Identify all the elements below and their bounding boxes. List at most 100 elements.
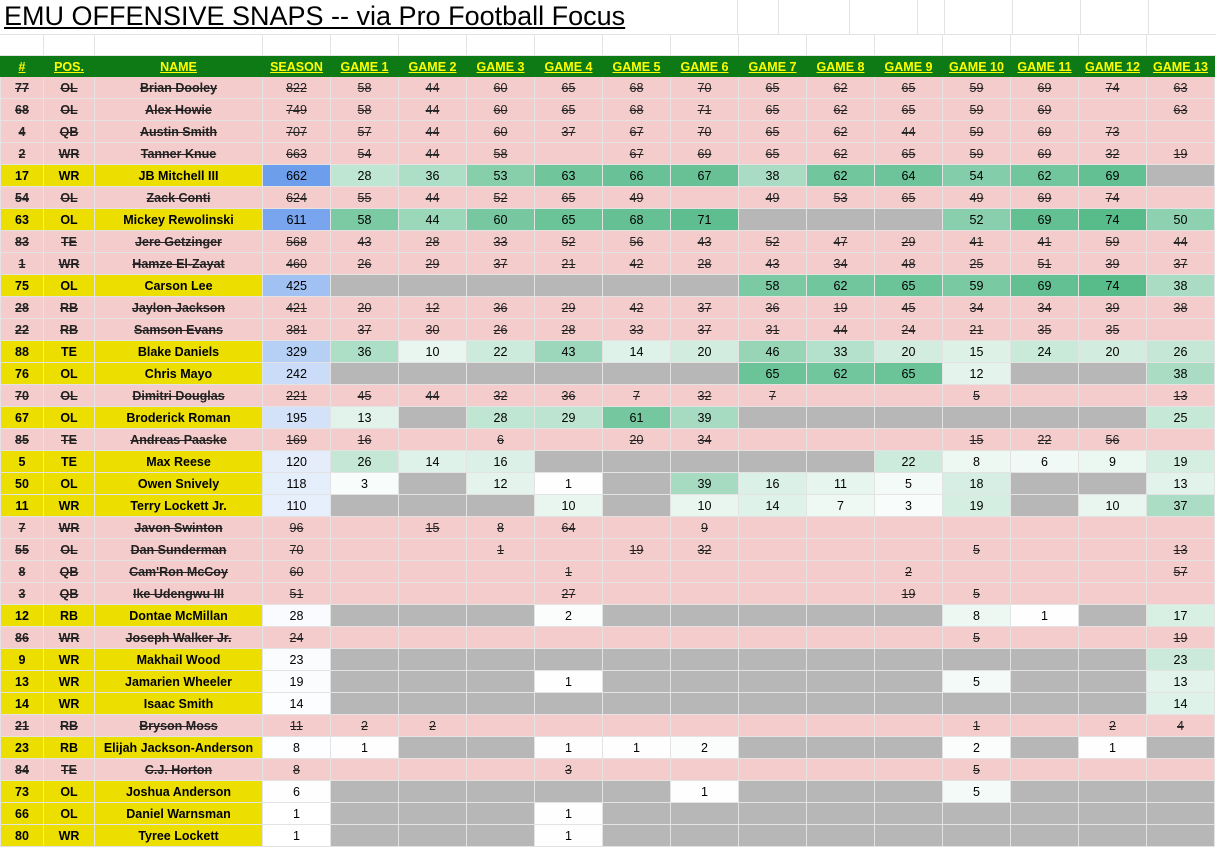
- game-snaps-cell[interactable]: [874, 604, 943, 627]
- jersey-number-cell[interactable]: 14: [0, 692, 44, 715]
- game-snaps-cell[interactable]: 37: [330, 318, 399, 341]
- game-snaps-cell[interactable]: [398, 362, 467, 385]
- jersey-number-cell[interactable]: 88: [0, 340, 44, 363]
- position-cell[interactable]: OL: [43, 472, 95, 495]
- game-snaps-cell[interactable]: 69: [1010, 76, 1079, 99]
- game-snaps-cell[interactable]: 16: [330, 428, 399, 451]
- game-snaps-cell[interactable]: 19: [874, 582, 943, 605]
- game-snaps-cell[interactable]: 52: [942, 208, 1011, 231]
- game-snaps-cell[interactable]: 32: [670, 384, 739, 407]
- position-cell[interactable]: OL: [43, 802, 95, 825]
- game-snaps-cell[interactable]: 71: [670, 98, 739, 121]
- game-snaps-cell[interactable]: 6: [1010, 450, 1079, 473]
- game-snaps-cell[interactable]: [670, 626, 739, 649]
- jersey-number-cell[interactable]: 22: [0, 318, 44, 341]
- game-snaps-cell[interactable]: 52: [738, 230, 807, 253]
- game-snaps-cell[interactable]: 58: [330, 208, 399, 231]
- game-snaps-cell[interactable]: [1146, 802, 1215, 825]
- game-snaps-cell[interactable]: 2: [1078, 714, 1147, 737]
- game-snaps-cell[interactable]: [466, 736, 535, 759]
- game-snaps-cell[interactable]: 49: [942, 186, 1011, 209]
- jersey-number-cell[interactable]: 85: [0, 428, 44, 451]
- game-snaps-cell[interactable]: [738, 406, 807, 429]
- game-snaps-cell[interactable]: [1010, 802, 1079, 825]
- position-cell[interactable]: WR: [43, 626, 95, 649]
- column-header[interactable]: GAME 3: [466, 56, 535, 77]
- game-snaps-cell[interactable]: [330, 582, 399, 605]
- game-snaps-cell[interactable]: 6: [466, 428, 535, 451]
- game-snaps-cell[interactable]: 1: [330, 736, 399, 759]
- game-snaps-cell[interactable]: 10: [670, 494, 739, 517]
- game-snaps-cell[interactable]: 39: [670, 472, 739, 495]
- game-snaps-cell[interactable]: [670, 560, 739, 583]
- game-snaps-cell[interactable]: 29: [534, 406, 603, 429]
- player-name-cell[interactable]: Jamarien Wheeler: [94, 670, 263, 693]
- game-snaps-cell[interactable]: 59: [942, 142, 1011, 165]
- game-snaps-cell[interactable]: 65: [534, 76, 603, 99]
- game-snaps-cell[interactable]: 62: [806, 164, 875, 187]
- season-total-cell[interactable]: 96: [262, 516, 331, 539]
- game-snaps-cell[interactable]: 34: [670, 428, 739, 451]
- game-snaps-cell[interactable]: 5: [942, 780, 1011, 803]
- game-snaps-cell[interactable]: [330, 626, 399, 649]
- season-total-cell[interactable]: 120: [262, 450, 331, 473]
- game-snaps-cell[interactable]: [398, 692, 467, 715]
- season-total-cell[interactable]: 242: [262, 362, 331, 385]
- season-total-cell[interactable]: 19: [262, 670, 331, 693]
- game-snaps-cell[interactable]: 56: [602, 230, 671, 253]
- game-snaps-cell[interactable]: 65: [874, 76, 943, 99]
- game-snaps-cell[interactable]: 15: [942, 340, 1011, 363]
- season-total-cell[interactable]: 329: [262, 340, 331, 363]
- game-snaps-cell[interactable]: [806, 648, 875, 671]
- game-snaps-cell[interactable]: 36: [534, 384, 603, 407]
- game-snaps-cell[interactable]: [398, 494, 467, 517]
- game-snaps-cell[interactable]: [534, 714, 603, 737]
- game-snaps-cell[interactable]: 12: [466, 472, 535, 495]
- game-snaps-cell[interactable]: [806, 780, 875, 803]
- game-snaps-cell[interactable]: [1078, 670, 1147, 693]
- game-snaps-cell[interactable]: 34: [1010, 296, 1079, 319]
- game-snaps-cell[interactable]: [466, 780, 535, 803]
- game-snaps-cell[interactable]: 25: [1146, 406, 1215, 429]
- position-cell[interactable]: RB: [43, 318, 95, 341]
- game-snaps-cell[interactable]: [874, 208, 943, 231]
- game-snaps-cell[interactable]: 39: [1078, 296, 1147, 319]
- column-header[interactable]: GAME 13: [1146, 56, 1215, 77]
- game-snaps-cell[interactable]: [738, 516, 807, 539]
- game-snaps-cell[interactable]: 60: [466, 120, 535, 143]
- position-cell[interactable]: OL: [43, 384, 95, 407]
- player-name-cell[interactable]: Mickey Rewolinski: [94, 208, 263, 231]
- game-snaps-cell[interactable]: 19: [602, 538, 671, 561]
- game-snaps-cell[interactable]: 33: [466, 230, 535, 253]
- season-total-cell[interactable]: 1: [262, 824, 331, 847]
- game-snaps-cell[interactable]: 58: [330, 76, 399, 99]
- column-header[interactable]: SEASON: [262, 56, 331, 77]
- player-name-cell[interactable]: Terry Lockett Jr.: [94, 494, 263, 517]
- game-snaps-cell[interactable]: 44: [806, 318, 875, 341]
- game-snaps-cell[interactable]: [534, 648, 603, 671]
- player-name-cell[interactable]: Joseph Walker Jr.: [94, 626, 263, 649]
- game-snaps-cell[interactable]: 5: [874, 472, 943, 495]
- game-snaps-cell[interactable]: 14: [738, 494, 807, 517]
- game-snaps-cell[interactable]: 20: [330, 296, 399, 319]
- game-snaps-cell[interactable]: [806, 538, 875, 561]
- season-total-cell[interactable]: 663: [262, 142, 331, 165]
- game-snaps-cell[interactable]: 15: [942, 428, 1011, 451]
- player-name-cell[interactable]: Samson Evans: [94, 318, 263, 341]
- game-snaps-cell[interactable]: 58: [466, 142, 535, 165]
- game-snaps-cell[interactable]: 43: [738, 252, 807, 275]
- position-cell[interactable]: QB: [43, 560, 95, 583]
- jersey-number-cell[interactable]: 21: [0, 714, 44, 737]
- game-snaps-cell[interactable]: 16: [466, 450, 535, 473]
- game-snaps-cell[interactable]: [602, 450, 671, 473]
- season-total-cell[interactable]: 70: [262, 538, 331, 561]
- game-snaps-cell[interactable]: [1010, 670, 1079, 693]
- player-name-cell[interactable]: Hamze El-Zayat: [94, 252, 263, 275]
- game-snaps-cell[interactable]: 65: [874, 274, 943, 297]
- game-snaps-cell[interactable]: 10: [534, 494, 603, 517]
- game-snaps-cell[interactable]: 28: [398, 230, 467, 253]
- game-snaps-cell[interactable]: [942, 516, 1011, 539]
- game-snaps-cell[interactable]: 44: [398, 142, 467, 165]
- jersey-number-cell[interactable]: 8: [0, 560, 44, 583]
- game-snaps-cell[interactable]: [330, 780, 399, 803]
